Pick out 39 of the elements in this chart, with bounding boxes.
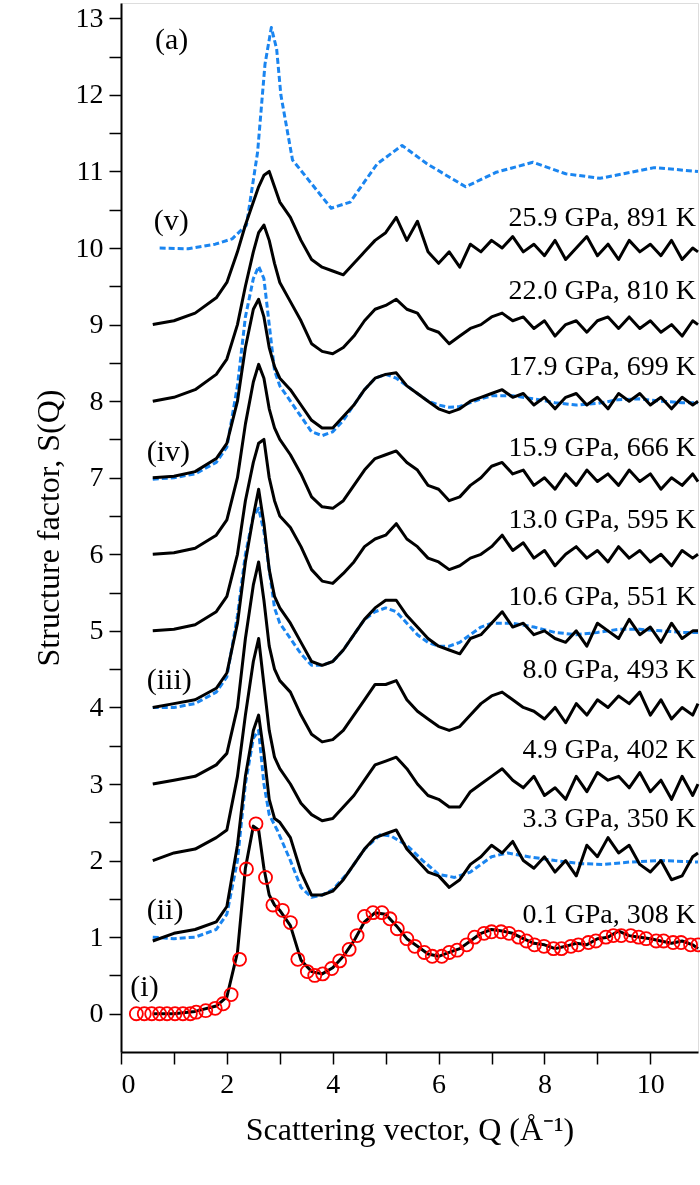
x-axis-title: Scattering vector, Q (Å⁻¹) bbox=[245, 1110, 575, 1147]
y-tick-label: 13 bbox=[75, 1, 104, 33]
y-tick-label: 1 bbox=[89, 920, 104, 952]
y-axis-title: Structure factor, S(Q) bbox=[29, 389, 66, 667]
line-series bbox=[151, 169, 700, 327]
series-label: 15.9 GPa, 666 K bbox=[508, 430, 696, 462]
y-tick-label: 5 bbox=[89, 614, 104, 646]
series-label: (iii) bbox=[146, 662, 192, 697]
y-tick-label: 0 bbox=[89, 997, 104, 1029]
y-tick-label: 11 bbox=[76, 154, 104, 186]
y-tick-label: 7 bbox=[89, 461, 104, 493]
y-tick-label: 4 bbox=[89, 690, 104, 722]
series-label: 4.9 GPa, 402 K bbox=[522, 733, 696, 765]
series-label: 3.3 GPa, 350 K bbox=[522, 801, 696, 833]
series-label: 8.0 GPa, 493 K bbox=[522, 652, 696, 684]
x-tick-label: 6 bbox=[432, 1067, 447, 1099]
series-label: (v) bbox=[153, 203, 189, 238]
annotation: (a) bbox=[155, 22, 189, 56]
x-tick-label: 0 bbox=[121, 1067, 136, 1099]
x-tick-label: 2 bbox=[220, 1067, 235, 1099]
y-tick-label: 3 bbox=[89, 767, 104, 799]
series-label: (ii) bbox=[146, 892, 184, 927]
series-label: 22.0 GPa, 810 K bbox=[508, 273, 696, 305]
series-label: 0.1 GPa, 308 K bbox=[522, 897, 696, 929]
y-tick-label: 10 bbox=[75, 231, 104, 263]
y-tick-label: 12 bbox=[75, 78, 104, 110]
series-label: (iv) bbox=[146, 434, 191, 469]
series-label: 25.9 GPa, 891 K bbox=[508, 200, 696, 232]
y-tick-label: 6 bbox=[89, 537, 104, 569]
x-tick-label: 4 bbox=[326, 1067, 341, 1099]
series-label: 17.9 GPa, 699 K bbox=[508, 350, 696, 382]
x-tick-label: 10 bbox=[636, 1067, 665, 1099]
series-label: (i) bbox=[130, 968, 159, 1003]
y-tick-label: 8 bbox=[89, 384, 104, 416]
y-tick-label: 9 bbox=[89, 308, 104, 340]
x-tick-label: 8 bbox=[537, 1067, 552, 1099]
series-label: 10.6 GPa, 551 K bbox=[508, 579, 696, 611]
y-tick-label: 2 bbox=[89, 844, 104, 876]
series-label: 13.0 GPa, 595 K bbox=[508, 503, 696, 535]
